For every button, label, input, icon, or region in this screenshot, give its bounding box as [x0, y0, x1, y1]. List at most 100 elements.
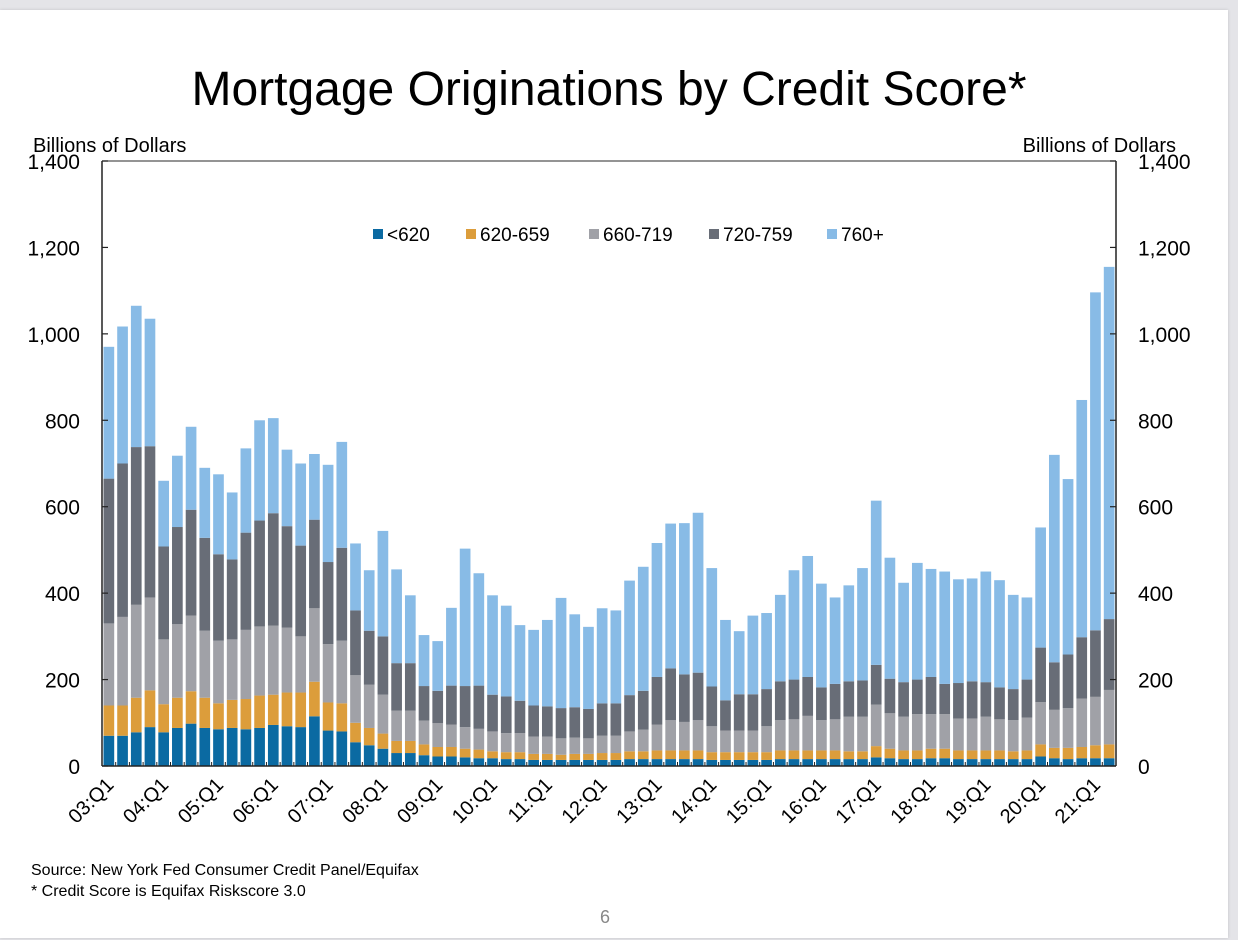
bar-segment	[925, 568, 937, 677]
bar-08:Q1	[377, 530, 389, 766]
bar-segment	[130, 697, 142, 733]
bar-segment	[404, 740, 416, 754]
bar-segment	[158, 732, 170, 766]
bar-segment	[706, 686, 718, 727]
bar-segment	[1048, 747, 1060, 759]
bar-segment	[953, 718, 964, 751]
bar-segment	[1021, 750, 1033, 760]
bar-segment	[939, 571, 951, 684]
bar-segment	[679, 523, 690, 675]
x-tick-label: 16:Q1	[777, 774, 831, 828]
bar-segment	[103, 735, 115, 766]
bar-segment	[541, 736, 553, 754]
bar-segment	[240, 532, 252, 630]
x-tick-label: 14:Q1	[667, 774, 721, 828]
bar-segment	[596, 608, 608, 704]
bar-segment	[1007, 751, 1019, 760]
bar-segment	[898, 582, 909, 683]
bar-segment	[391, 663, 402, 711]
bar-segment	[541, 619, 553, 707]
bar-segment	[172, 697, 183, 728]
y-tick-label-right: 1,200	[1138, 237, 1191, 260]
bar-segment	[1035, 647, 1046, 703]
bar-segment	[363, 570, 375, 631]
bar-segment	[788, 679, 800, 720]
bar-segment	[939, 758, 951, 766]
y-tick-label-left: 400	[45, 583, 80, 606]
bar-segment	[829, 683, 841, 720]
bar-segment	[610, 703, 622, 736]
bar-segment	[857, 680, 868, 717]
bar-16:Q2	[829, 597, 841, 766]
bar-segment	[610, 753, 622, 760]
bar-segment	[500, 759, 512, 766]
bar-segment	[185, 426, 197, 510]
right-axis-label: Billions of Dollars	[1022, 135, 1176, 157]
bar-segment	[843, 716, 855, 752]
bar-08:Q3	[404, 595, 416, 766]
bar-segment	[720, 730, 731, 753]
bar-segment	[1021, 679, 1033, 718]
bar-segment	[706, 568, 718, 687]
x-tick-label: 04:Q1	[119, 774, 173, 828]
bar-segment	[1021, 597, 1033, 680]
bar-segment	[528, 753, 539, 760]
bar-segment	[555, 759, 567, 766]
bar-segment	[350, 722, 361, 743]
y-tick-label-right: 1,000	[1138, 324, 1191, 347]
bar-segment	[404, 753, 416, 766]
bar-segment	[432, 641, 444, 691]
bar-segment	[377, 733, 389, 749]
bar-segment	[144, 446, 156, 598]
bar-segment	[692, 672, 704, 721]
bar-segment	[144, 690, 156, 728]
bar-segment	[418, 635, 430, 687]
bar-segment	[747, 759, 759, 766]
bar-segment	[309, 681, 320, 717]
legend-swatch-icon	[589, 229, 599, 239]
bar-segment	[802, 759, 814, 766]
bar-08:Q2	[391, 569, 402, 766]
bar-segment	[692, 512, 704, 673]
x-tick-label: 12:Q1	[558, 774, 612, 828]
bar-segment	[473, 573, 485, 686]
bar-segment	[651, 676, 663, 725]
bar-segment	[117, 326, 128, 464]
bar-segment	[1021, 759, 1033, 766]
bar-segment	[624, 580, 635, 696]
bar-segment	[350, 742, 361, 766]
bar-segment	[925, 748, 937, 759]
bar-segment	[226, 559, 238, 640]
bar-segment	[473, 728, 485, 750]
bar-segment	[665, 759, 677, 766]
bar-06:Q1	[267, 418, 279, 766]
bar-12:Q2	[610, 610, 622, 766]
bar-segment	[788, 759, 800, 766]
bar-segment	[829, 719, 841, 751]
bar-segment	[487, 758, 498, 766]
bar-20:Q3	[1062, 479, 1074, 766]
bar-segment	[624, 751, 635, 760]
y-tick-label-right: 1,400	[1138, 151, 1191, 174]
bar-segment	[569, 737, 581, 754]
bar-12:Q3	[624, 580, 635, 766]
bar-segment	[802, 750, 814, 760]
bar-segment	[870, 664, 882, 705]
bar-13:Q1	[651, 543, 663, 766]
legend-item: 660-719	[589, 225, 673, 246]
bar-segment	[1048, 454, 1060, 663]
bar-03:Q3	[130, 305, 142, 766]
bar-segment	[994, 750, 1005, 760]
bar-segment	[541, 706, 553, 737]
bar-segment	[610, 610, 622, 704]
bar-segment	[213, 703, 224, 730]
bar-segment	[528, 705, 539, 737]
bar-segment	[541, 753, 553, 760]
bar-13:Q2	[665, 523, 677, 766]
bar-segment	[185, 509, 197, 616]
legend-swatch-icon	[709, 229, 719, 239]
bar-segment	[130, 447, 142, 605]
bar-04:Q2	[172, 455, 183, 766]
bar-segment	[802, 676, 814, 716]
bar-segment	[1048, 709, 1060, 748]
